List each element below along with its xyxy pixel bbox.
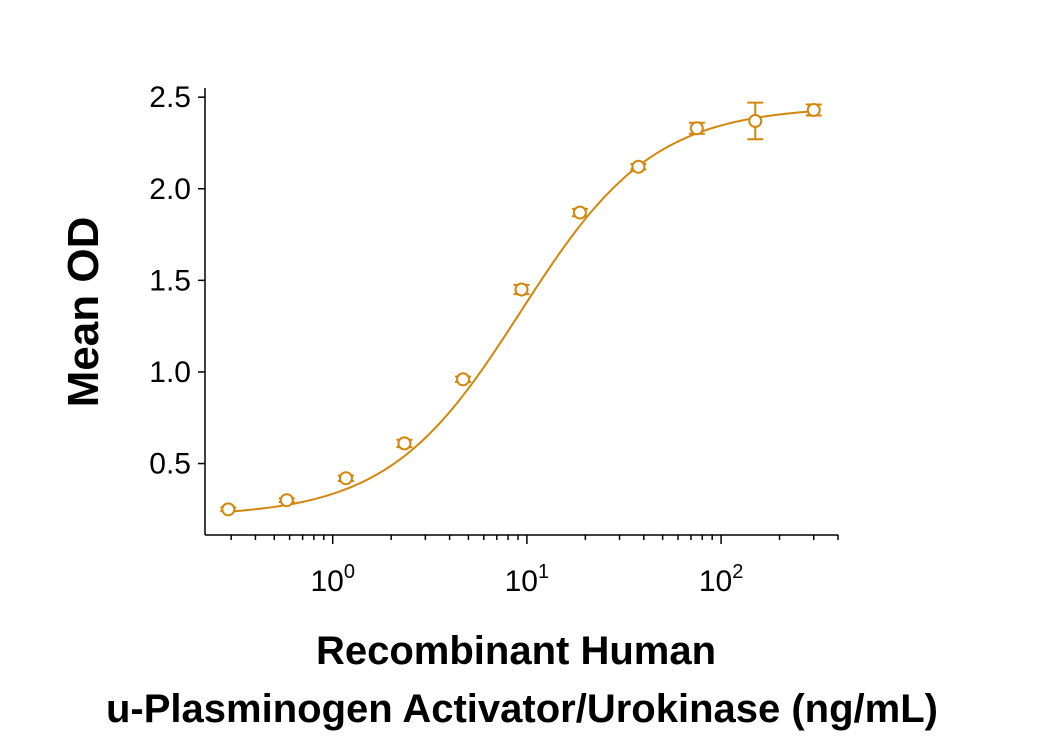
y-tick-label: 1.0 xyxy=(149,356,191,389)
x-tick-label: 102 xyxy=(699,561,744,598)
x-axis: 100 101 102 xyxy=(205,534,839,598)
data-point xyxy=(689,121,704,136)
y-tick-label: 2.0 xyxy=(149,173,191,206)
data-point xyxy=(806,102,821,117)
data-point xyxy=(397,436,412,451)
data-point xyxy=(748,113,763,128)
data-point xyxy=(514,282,529,297)
x-tick-label: 101 xyxy=(505,561,550,598)
data-point xyxy=(338,471,353,486)
x-tick-exponent: 0 xyxy=(344,561,355,583)
x-tick-group: 100 101 102 xyxy=(230,535,839,598)
data-point xyxy=(631,159,646,174)
data-point xyxy=(221,502,236,517)
x-axis-title-line2: u-Plasminogen Activator/Urokinase (ng/mL… xyxy=(106,687,938,731)
x-axis-title-line1: Recombinant Human xyxy=(316,629,716,673)
x-tick-base: 10 xyxy=(699,565,732,598)
data-point xyxy=(456,372,471,387)
x-tick-base: 10 xyxy=(505,565,538,598)
x-tick-exponent: 2 xyxy=(732,561,743,583)
y-axis: 0.5 1.0 1.5 2.0 2.5 xyxy=(149,81,206,535)
x-tick-base: 10 xyxy=(310,565,343,598)
y-axis-title: Mean OD xyxy=(59,217,108,408)
data-point xyxy=(572,205,587,220)
y-tick-label: 1.5 xyxy=(149,264,191,297)
y-tick-label: 0.5 xyxy=(149,448,191,481)
x-tick-exponent: 1 xyxy=(538,561,549,583)
y-tick-label: 2.5 xyxy=(149,81,191,114)
fit-curve xyxy=(228,110,814,513)
x-tick-label: 100 xyxy=(310,561,355,598)
data-points xyxy=(220,101,822,517)
y-tick-group: 0.5 1.0 1.5 2.0 2.5 xyxy=(149,81,205,481)
data-point xyxy=(279,493,294,508)
